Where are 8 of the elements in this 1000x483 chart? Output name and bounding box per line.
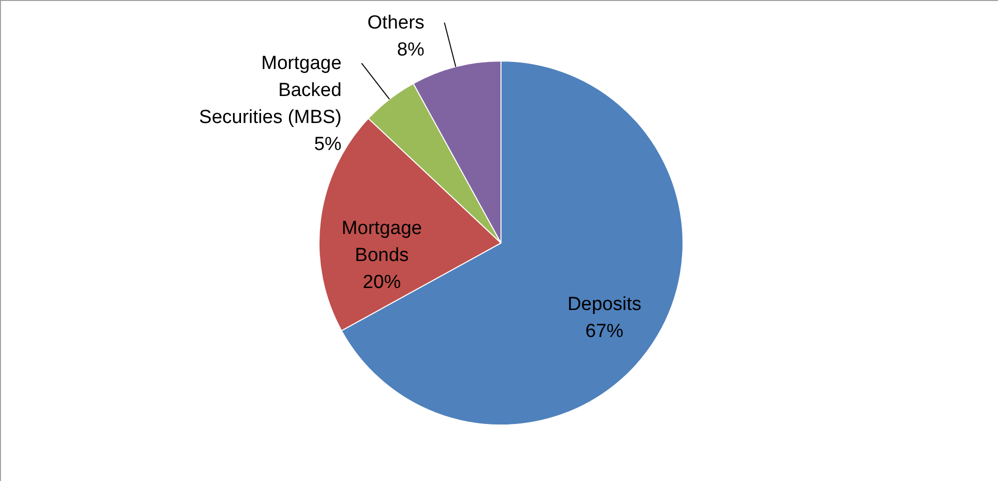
slice-label: Mortgage Bonds <box>342 218 422 266</box>
slice-label: Deposits <box>567 294 642 316</box>
slice-label: Others <box>367 12 424 34</box>
data-label: 67% <box>585 321 624 342</box>
slice-label: Mortgage Backed Securities (MBS) <box>199 53 342 128</box>
data-label: 5% <box>314 134 342 156</box>
data-label: 8% <box>396 40 425 61</box>
data-label: 20% <box>362 272 401 293</box>
